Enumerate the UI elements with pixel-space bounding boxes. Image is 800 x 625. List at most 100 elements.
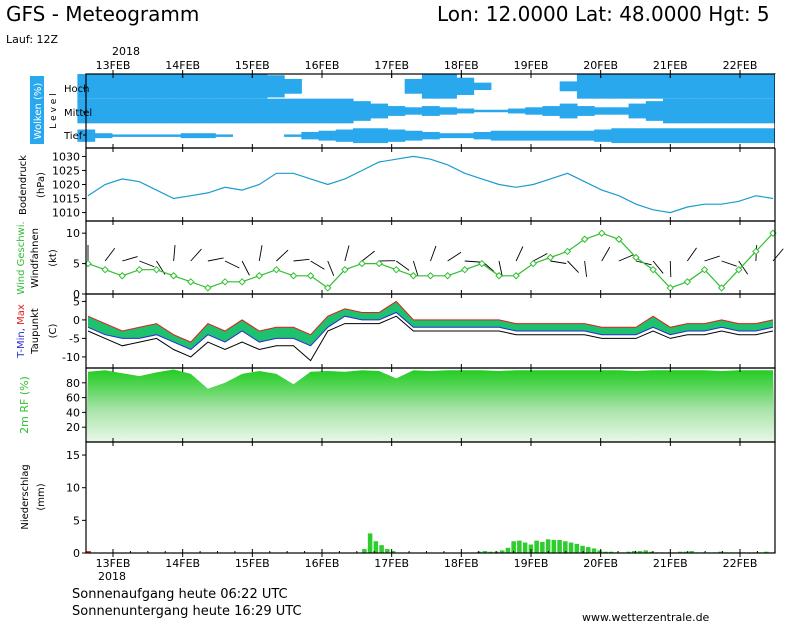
wind-barb [515, 246, 524, 262]
cloud-cell-hoch [180, 74, 199, 99]
precip-bar [764, 551, 769, 553]
cloud-cell-tief [387, 129, 406, 142]
year-bottom: 2018 [98, 570, 126, 583]
cloud-cell-tief [456, 133, 475, 139]
cloud-level-label: L e v e l [49, 93, 59, 128]
cloud-cell-hoch [163, 74, 182, 99]
temp-range-band [88, 301, 773, 350]
cloud-cell-mittel [352, 101, 371, 121]
cloud-cell-tief [594, 129, 612, 142]
date-label-bottom: 20FEB [583, 557, 618, 570]
wind-point [666, 284, 674, 292]
wind-barb [224, 260, 240, 269]
cloud-cell-mittel [129, 98, 147, 124]
wind-tick-label: 10 [66, 227, 80, 240]
cloud-cell-mittel [542, 106, 561, 116]
precip-bar [597, 550, 603, 553]
precip-bar [488, 551, 493, 553]
cloud-cell-tief [335, 129, 354, 142]
wind-barb [310, 260, 325, 270]
cloud-cell-hoch [266, 75, 285, 98]
rh-ylabel: 2m RF (%) [18, 376, 31, 434]
precip-bar [626, 551, 631, 553]
cloud-cell-mittel [559, 103, 578, 119]
date-label-top: 15FEB [235, 59, 270, 72]
precip-bar [608, 551, 614, 553]
cloud-cell-hoch [404, 78, 423, 94]
wind-point [169, 272, 178, 280]
cloud-cell-mittel [439, 107, 457, 115]
cloud-cell-tief [645, 128, 664, 144]
wind-point [426, 272, 435, 280]
wind-point [118, 272, 126, 280]
cloud-level-tief: Tief [63, 131, 83, 142]
cloud-cell-mittel [611, 107, 630, 115]
cloud-cell-tief [111, 134, 130, 137]
precip-bar [482, 551, 488, 553]
cloud-cell-mittel [456, 108, 475, 114]
tmax-line [87, 300, 774, 343]
cloud-cell-mittel [525, 107, 544, 115]
wind-tick-label: 5 [73, 258, 80, 271]
date-label-bottom: 22FEB [723, 557, 758, 570]
precip-bar [586, 547, 591, 553]
cloud-ylabel: Wolken (%) [33, 83, 44, 140]
precip-bar [591, 548, 597, 553]
wind-point [649, 265, 657, 274]
wind-barb [104, 247, 116, 262]
cloud-cell-tief [215, 134, 234, 137]
cloud-cell-tief [680, 128, 699, 144]
precip-bar [517, 540, 522, 553]
cloud-cell-mittel [215, 98, 234, 124]
date-label-top: 22FEB [723, 59, 758, 72]
cloud-cell-mittel [404, 107, 423, 115]
wind-tick-label: 0 [73, 288, 80, 301]
cloud-cell-tief [404, 130, 423, 141]
precip-bar [637, 551, 643, 553]
cloud-cell-mittel [473, 109, 492, 113]
cloud-cell-hoch [645, 74, 664, 99]
cloud-cell-mittel [508, 108, 526, 114]
date-label-top: 14FEB [165, 59, 200, 72]
cloud-cell-mittel [232, 98, 251, 124]
wind-barb [361, 250, 375, 262]
date-label-bottom: 13FEB [96, 557, 131, 570]
date-label-top: 16FEB [305, 59, 340, 72]
wind-barb [276, 249, 289, 262]
wind-point [187, 278, 195, 286]
wind-point [752, 247, 760, 256]
cloud-cell-hoch [697, 74, 716, 99]
cloud-cell-tief [697, 128, 716, 144]
cloud-cell-tief [301, 131, 320, 140]
wind-barb [241, 260, 250, 276]
rh-tick-label: 80 [66, 377, 80, 390]
date-label-bottom: 14FEB [165, 557, 200, 570]
wind-barb [618, 254, 634, 262]
precip-tick-label: 10 [66, 482, 80, 495]
precip-bar [545, 539, 551, 553]
cloud-level-hoch: Hoch [64, 84, 89, 95]
site-label: www.wetterzentrale.de [582, 611, 710, 624]
cloud-cell-mittel [697, 98, 716, 124]
wind-point [306, 272, 315, 280]
wind-point [735, 265, 743, 274]
tmin-line [87, 311, 774, 351]
pressure-tick-label: 1030 [52, 150, 80, 163]
pressure-tick-label: 1020 [52, 179, 80, 192]
cloud-cell-mittel [249, 98, 268, 124]
wind-barb [395, 260, 410, 271]
precip-bar [379, 545, 384, 553]
temp-tick-label: 0 [73, 314, 80, 327]
precip-tick-label: 5 [73, 514, 80, 527]
cloud-cell-tief [163, 134, 182, 137]
wind-point [152, 265, 161, 274]
panel-frame-5 [85, 441, 776, 554]
wind-barb [533, 253, 548, 262]
date-label-top: 18FEB [444, 59, 479, 72]
precip-bar [683, 551, 689, 553]
cloud-cell-tief [576, 130, 595, 141]
cloud-cell-tief [439, 133, 457, 139]
wind-barb [139, 260, 155, 268]
wind-point [204, 284, 212, 292]
precip-bar [511, 541, 516, 553]
